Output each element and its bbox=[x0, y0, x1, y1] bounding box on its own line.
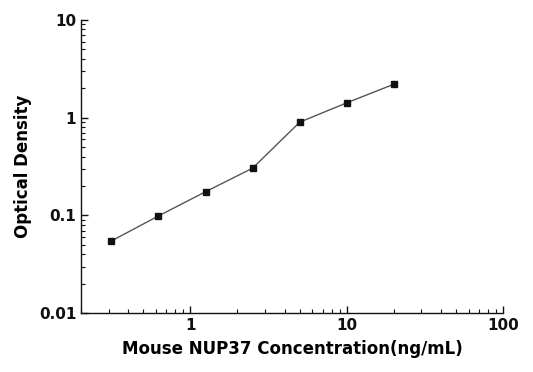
X-axis label: Mouse NUP37 Concentration(ng/mL): Mouse NUP37 Concentration(ng/mL) bbox=[122, 340, 463, 358]
Y-axis label: Optical Density: Optical Density bbox=[14, 95, 32, 238]
